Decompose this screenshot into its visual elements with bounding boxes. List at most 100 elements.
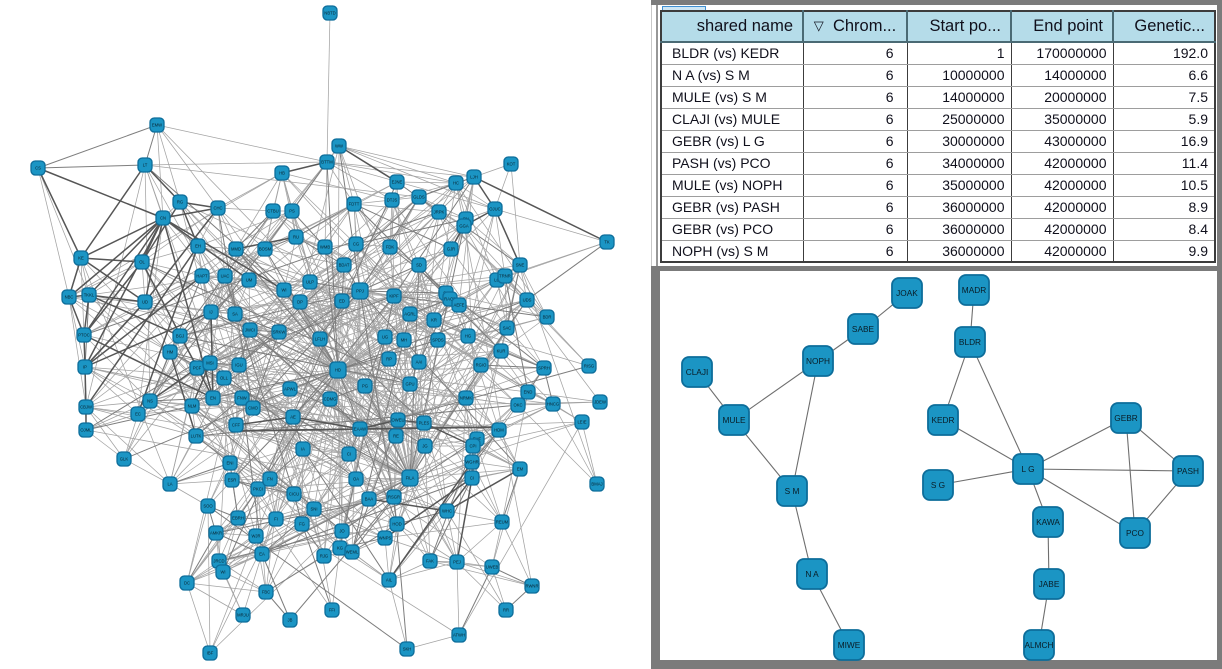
svg-text:LA: LA: [167, 482, 172, 487]
svg-text:NRMK: NRMK: [460, 396, 473, 401]
svg-text:REUM: REUM: [496, 520, 509, 525]
svg-text:LFLH: LFLH: [315, 337, 325, 342]
svg-text:ED: ED: [339, 299, 345, 304]
svg-text:FILA: FILA: [406, 476, 415, 481]
svg-text:BDR: BDR: [543, 315, 552, 320]
svg-text:SKH: SKH: [403, 647, 412, 652]
svg-text:AMKR: AMKR: [210, 531, 222, 536]
svg-text:MIWE: MIWE: [838, 640, 861, 650]
svg-text:EC: EC: [135, 412, 141, 417]
svg-text:FBC: FBC: [262, 590, 270, 595]
svg-text:SRKW: SRKW: [273, 330, 286, 335]
svg-text:MMD: MMD: [231, 247, 241, 252]
svg-text:HAPT: HAPT: [196, 274, 208, 279]
svg-text:IA: IA: [301, 447, 305, 452]
svg-text:CS: CS: [35, 166, 41, 171]
svg-text:PS: PS: [289, 209, 295, 214]
svg-text:FNW: FNW: [237, 396, 247, 401]
svg-text:LT: LT: [143, 163, 148, 168]
svg-text:KR: KR: [431, 318, 437, 323]
svg-text:RGIO: RGIO: [476, 363, 487, 368]
svg-text:WEML: WEML: [346, 550, 359, 555]
svg-text:UAC: UAC: [221, 274, 230, 279]
svg-text:END: END: [524, 390, 533, 395]
svg-text:RP: RP: [386, 357, 392, 362]
svg-text:KAWA: KAWA: [1036, 517, 1060, 527]
svg-text:CHC: CHC: [213, 206, 222, 211]
svg-text:FFI: FFI: [329, 608, 335, 613]
svg-text:IJ: IJ: [209, 310, 212, 315]
svg-text:JB: JB: [288, 618, 293, 623]
svg-text:ULP: ULP: [306, 280, 314, 285]
svg-text:WHC: WHC: [442, 509, 452, 514]
svg-text:FAK: FAK: [426, 559, 434, 564]
svg-text:IGU: IGU: [235, 363, 242, 368]
svg-text:AGRL: AGRL: [404, 312, 416, 317]
svg-text:FDK: FDK: [386, 245, 395, 250]
svg-text:HNCG: HNCG: [547, 402, 559, 407]
svg-text:NS: NS: [147, 399, 153, 404]
svg-text:CI: CI: [470, 476, 474, 481]
svg-text:PEJ: PEJ: [453, 560, 461, 565]
svg-text:IBF: IBF: [207, 651, 214, 656]
svg-text:JWCI: JWCI: [245, 328, 255, 333]
svg-text:UG: UG: [382, 335, 388, 340]
svg-text:UM: UM: [246, 278, 253, 283]
svg-text:BTTM: BTTM: [321, 160, 333, 165]
svg-text:JDEW: JDEW: [594, 400, 606, 405]
svg-text:MH: MH: [401, 338, 408, 343]
svg-text:NLM: NLM: [188, 404, 197, 409]
svg-text:S M: S M: [785, 486, 800, 496]
svg-text:FG: FG: [299, 522, 305, 527]
svg-text:WI: WI: [281, 288, 286, 293]
svg-text:EAAW: EAAW: [354, 427, 366, 432]
svg-text:RE: RE: [393, 434, 399, 439]
svg-text:WMB: WMB: [320, 245, 330, 250]
svg-text:ESR: ESR: [228, 478, 237, 483]
svg-text:EMW: EMW: [152, 123, 162, 128]
svg-text:DP: DP: [297, 300, 303, 305]
svg-text:PCF: PCF: [193, 366, 202, 371]
svg-text:JO: JO: [339, 529, 345, 534]
svg-text:APWL: APWL: [284, 387, 297, 392]
svg-text:DTJS: DTJS: [387, 198, 398, 203]
svg-text:WNPS: WNPS: [379, 536, 392, 541]
svg-text:KUR: KUR: [497, 349, 506, 354]
svg-text:GEBR: GEBR: [1114, 413, 1138, 423]
svg-text:RAOF: RAOF: [444, 297, 456, 302]
svg-text:JRPK: JRPK: [434, 210, 445, 215]
svg-text:EBRH: EBRH: [232, 516, 244, 521]
svg-text:JG: JG: [422, 444, 427, 449]
svg-text:CN: CN: [160, 216, 166, 221]
svg-text:RWNR: RWNR: [526, 584, 539, 589]
svg-text:CICU: CICU: [289, 492, 299, 497]
svg-text:KOT: KOT: [507, 162, 516, 167]
svg-text:UWEB: UWEB: [486, 565, 499, 570]
svg-text:PPJ: PPJ: [356, 289, 364, 294]
svg-text:RR: RR: [503, 608, 509, 613]
svg-text:BMAJ: BMAJ: [591, 482, 602, 487]
svg-text:RU: RU: [293, 235, 299, 240]
svg-text:PKCI: PKCI: [253, 487, 263, 492]
svg-text:KE: KE: [78, 256, 84, 261]
svg-text:PCO: PCO: [1126, 528, 1145, 538]
svg-text:BLDR: BLDR: [959, 337, 981, 347]
svg-text:PLES: PLES: [419, 421, 430, 426]
svg-text:WGHR: WGHR: [465, 460, 478, 465]
svg-text:NOPH: NOPH: [806, 356, 830, 366]
svg-text:MADR: MADR: [962, 285, 986, 295]
svg-text:JRCD: JRCD: [213, 559, 224, 564]
svg-text:GLK: GLK: [120, 457, 129, 462]
svg-text:IP: IP: [83, 365, 87, 370]
svg-text:CDMG: CDMG: [324, 397, 337, 402]
svg-text:HDM: HDM: [494, 428, 504, 433]
svg-text:RG: RG: [177, 200, 183, 205]
svg-text:HB: HB: [279, 171, 285, 176]
svg-text:PG: PG: [362, 384, 368, 389]
svg-text:ENI: ENI: [227, 461, 234, 466]
svg-text:HD: HD: [335, 368, 341, 373]
svg-text:CLAJI: CLAJI: [686, 367, 709, 377]
svg-text:BDAT: BDAT: [339, 263, 350, 268]
svg-text:EH: EH: [195, 244, 201, 249]
svg-text:BOSM: BOSM: [259, 247, 272, 252]
